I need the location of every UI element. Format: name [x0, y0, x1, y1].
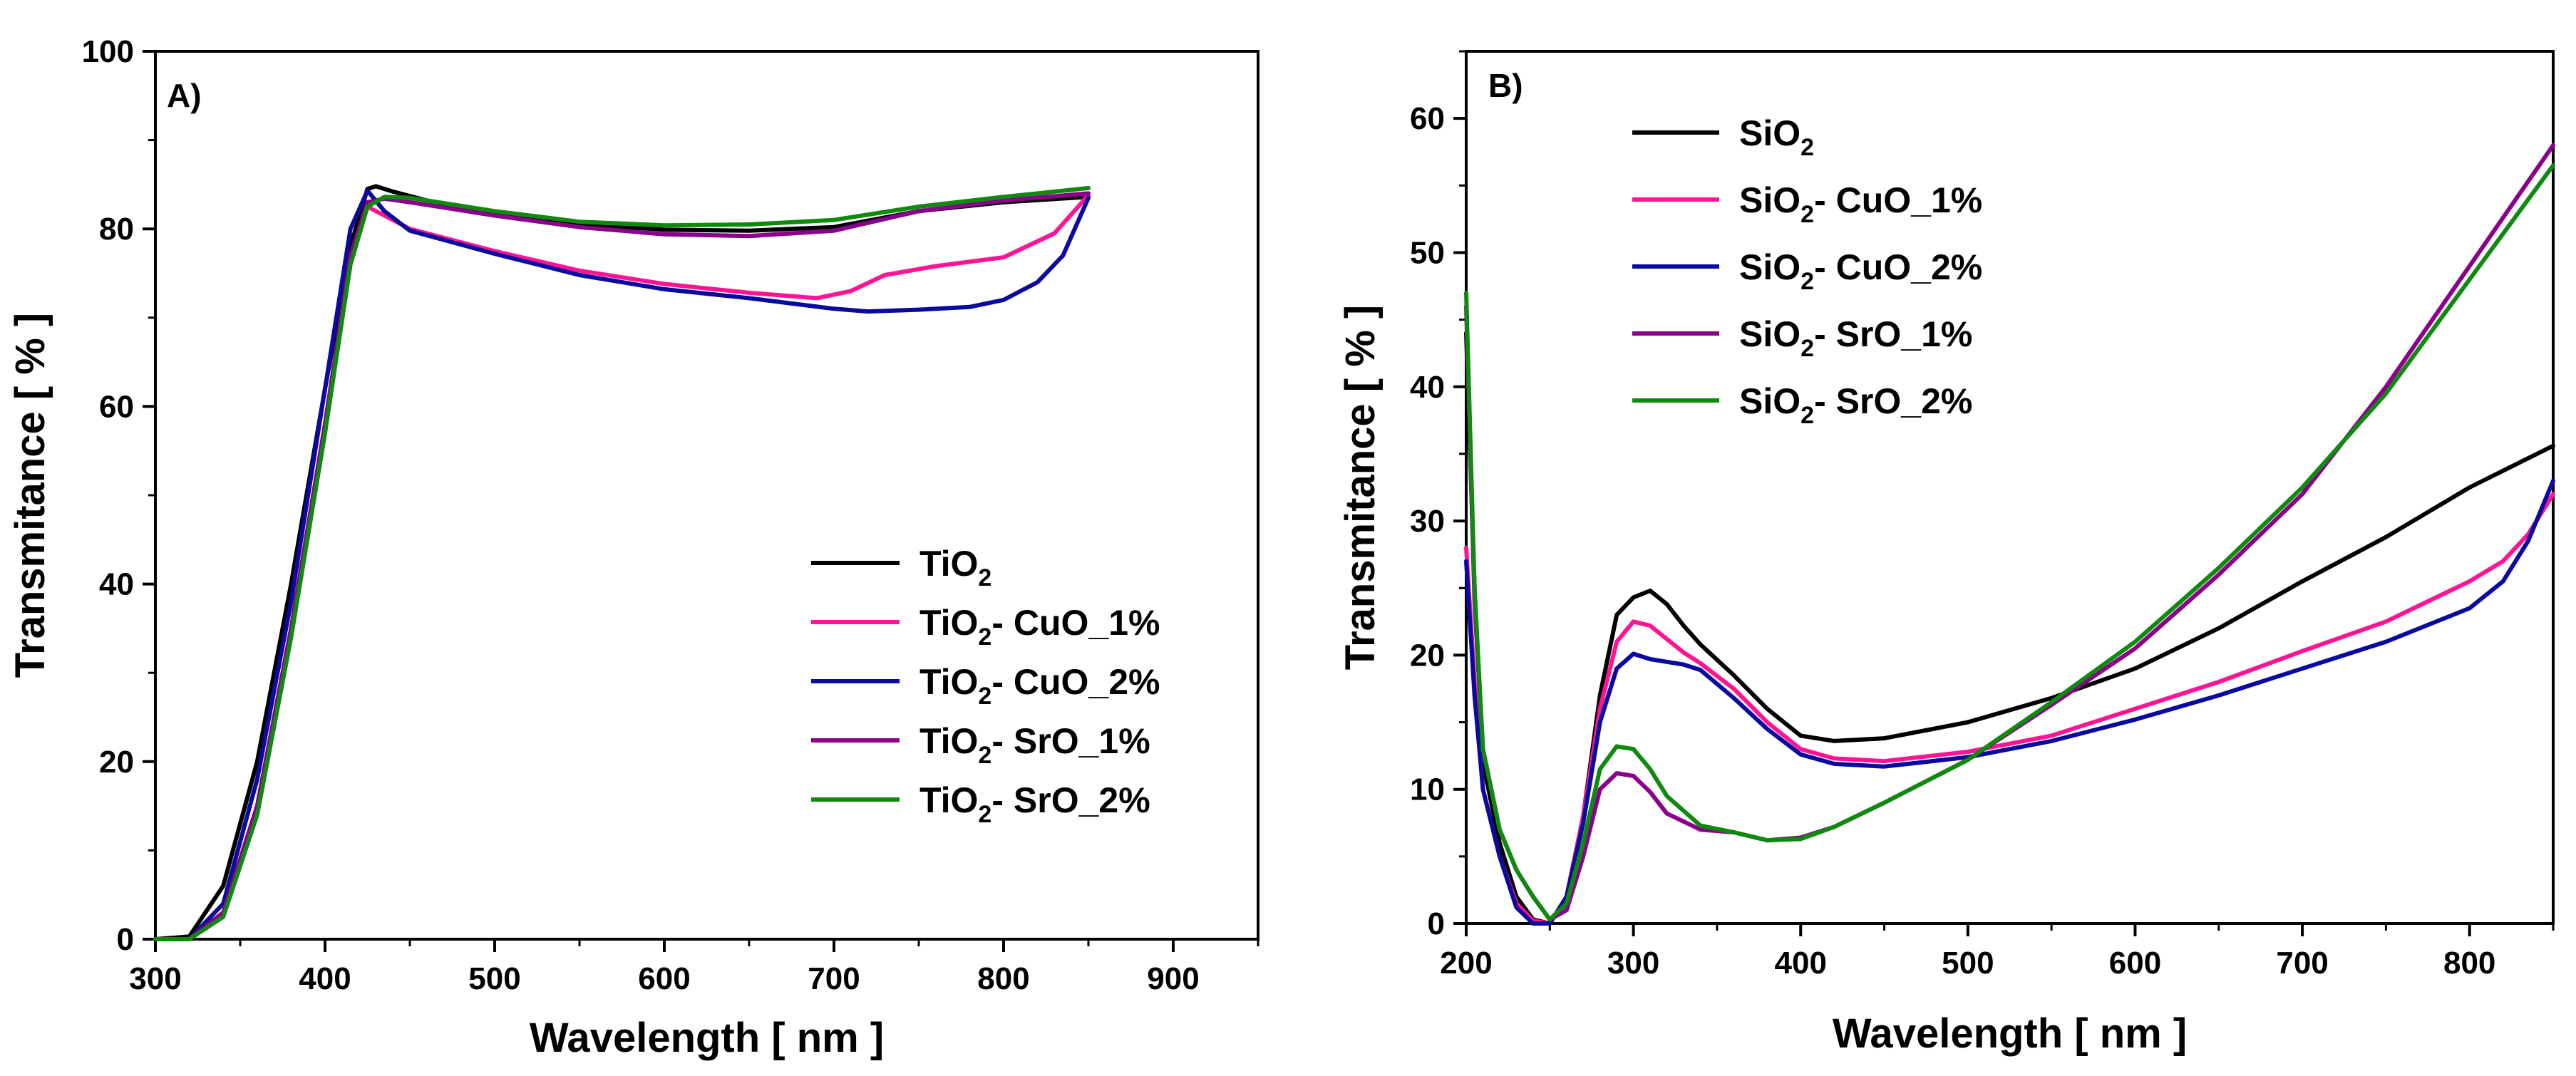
series-line-a-2: [153, 188, 1091, 941]
legend-label-a-0: TiO2: [919, 544, 991, 591]
legend-label-b-4: SiO2- SrO_2%: [1739, 381, 1972, 429]
y-tick-label-b: 0: [1428, 906, 1445, 941]
legend-a: TiO2 TiO2- CuO_1% TiO2- CuO_2% TiO2- SrO_1%…: [811, 544, 1160, 828]
x-tick-label-a: 900: [1147, 961, 1199, 996]
y-tick-label-a: 60: [99, 389, 134, 424]
legend-label-b-3: SiO2- SrO_1%: [1739, 314, 1972, 362]
panel-b-chart: 200 300 400 500 600 700 800 0 10 20 30 40 50 60 Wavele…: [1337, 50, 2555, 1057]
plot-frame-b: [1465, 50, 2555, 925]
legend-label-a-1: TiO2- CuO_1%: [919, 603, 1160, 651]
panel-label-b: B): [1488, 67, 1523, 104]
y-tick-label-a: 80: [99, 212, 134, 247]
series-line-a-3: [153, 191, 1091, 941]
y-axis-title-b: Transmitance [ % ]: [1337, 305, 1384, 670]
y-tick-label-b: 40: [1410, 370, 1445, 405]
x-tick-label-b: 400: [1775, 946, 1827, 981]
x-tick-label-b: 200: [1440, 946, 1492, 981]
series-line-a-4: [153, 185, 1091, 941]
x-tick-label-a: 300: [129, 961, 181, 996]
y-tick-label-a: 40: [99, 567, 134, 602]
x-tick-label-b: 500: [1942, 946, 1994, 981]
y-tick-label-b: 60: [1410, 101, 1445, 136]
x-axis-title-b: Wavelength [ nm ]: [1833, 1010, 2187, 1057]
panel-a-chart: 300 400 500 600 700 800 900 0 20 40 60 80 100 Wavelen…: [7, 34, 1259, 1061]
legend-label-a-2: TiO2- CuO_2%: [919, 662, 1160, 710]
y-axis-title-a: Transmitance [ % ]: [7, 313, 53, 678]
x-tick-label-a: 600: [638, 961, 690, 996]
y-tick-label-b: 30: [1410, 504, 1445, 539]
y-tick-label-a: 100: [82, 34, 134, 69]
series-line-b-4: [1464, 163, 2555, 922]
y-tick-label-b: 50: [1410, 235, 1445, 270]
x-tick-label-a: 700: [808, 961, 860, 996]
y-tick-label-a: 0: [117, 922, 134, 957]
y-tick-label-b: 10: [1410, 772, 1445, 807]
legend-label-b-2: SiO2- CuO_2%: [1739, 247, 1982, 295]
x-tick-label-b: 700: [2276, 946, 2328, 981]
series-line-a-0: [153, 184, 1091, 941]
y-tick-label-a: 20: [99, 745, 134, 780]
x-tick-label-b: 800: [2443, 946, 2495, 981]
legend-label-a-4: TiO2- SrO_2%: [919, 780, 1150, 828]
panel-label-a: A): [167, 77, 202, 114]
series-line-b-2: [1464, 478, 2555, 926]
x-tick-label-a: 800: [977, 961, 1029, 996]
x-tick-label-b: 300: [1607, 946, 1659, 981]
x-tick-label-b: 600: [2109, 946, 2161, 981]
x-axis-title-a: Wavelength [ nm ]: [530, 1015, 884, 1061]
x-tick-label-a: 400: [299, 961, 351, 996]
x-tick-label-a: 500: [468, 961, 520, 996]
series-line-b-0: [1464, 331, 2555, 926]
y-tick-label-b: 20: [1410, 638, 1445, 673]
legend-label-a-3: TiO2- SrO_1%: [919, 721, 1150, 769]
legend-label-b-1: SiO2- CuO_1%: [1739, 180, 1982, 228]
legend-label-b-0: SiO2: [1739, 113, 1814, 161]
legend-b: SiO2 SiO2- CuO_1% SiO2- CuO_2% SiO2- SrO_1%…: [1632, 113, 1982, 429]
